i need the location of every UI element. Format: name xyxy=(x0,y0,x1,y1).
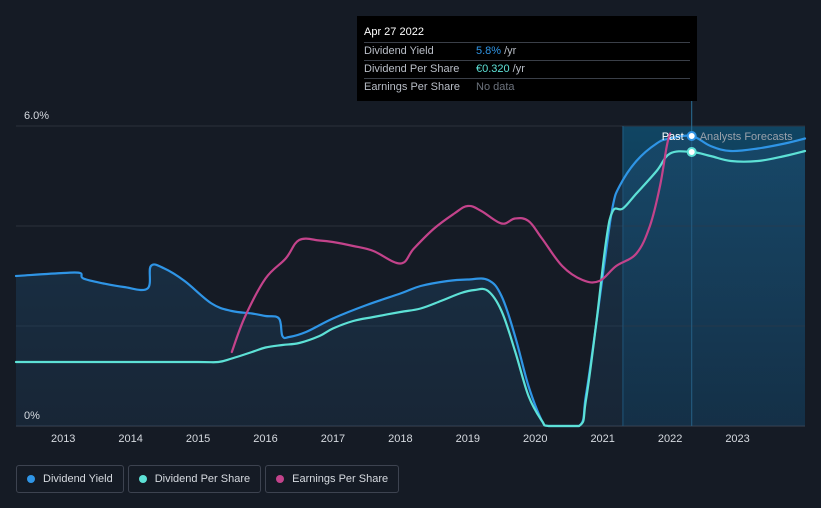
dividend-yield-marker xyxy=(686,131,697,141)
legend-dot-icon xyxy=(27,475,35,483)
tooltip-label: Dividend Per Share xyxy=(364,63,460,75)
x-tick-label: 2017 xyxy=(321,433,345,445)
legend-dot-icon xyxy=(138,475,147,483)
tooltip-unit: /yr xyxy=(504,45,517,57)
legend-label: Earnings Per Share xyxy=(292,473,389,485)
x-tick-label: 2021 xyxy=(590,433,614,445)
x-tick-label: 2018 xyxy=(388,433,412,445)
tooltip-label: Dividend Yield xyxy=(364,45,434,57)
series-line-earnings-per-share xyxy=(230,132,672,354)
tooltip-value: €0.320 xyxy=(476,63,510,75)
x-tick-label: 2022 xyxy=(658,433,682,445)
tooltip-date: Apr 27 2022 xyxy=(364,26,424,38)
x-tick-label: 2020 xyxy=(523,433,547,445)
tooltip-value: No data xyxy=(476,81,515,93)
legend-item-earnings-per-share[interactable]: Earnings Per Share xyxy=(265,465,400,493)
x-tick-label: 2019 xyxy=(456,433,480,445)
hover-tooltip: Apr 27 2022 Dividend Yield 5.8% /yr Divi… xyxy=(357,16,697,101)
tooltip-row-earnings-per-share: Earnings Per Share No data xyxy=(364,78,690,96)
chart-legend: Dividend Yield Dividend Per Share Earnin… xyxy=(16,465,400,493)
legend-dot-icon xyxy=(276,475,285,483)
series-area-dividend-yield xyxy=(16,135,805,426)
legend-label: Dividend Per Share xyxy=(154,473,251,485)
series-line-dividend-yield xyxy=(14,134,807,428)
y-tick-label: 6.0% xyxy=(24,110,49,122)
tooltip-row-dividend-yield: Dividend Yield 5.8% /yr xyxy=(364,42,690,60)
x-tick-label: 2015 xyxy=(186,433,210,445)
x-tick-label: 2014 xyxy=(118,433,142,445)
x-tick-label: 2023 xyxy=(725,433,749,445)
forecast-label: Analysts Forecasts xyxy=(700,131,793,143)
x-tick-label: 2016 xyxy=(253,433,277,445)
legend-label: Dividend Yield xyxy=(43,473,113,485)
tooltip-unit: /yr xyxy=(512,63,525,75)
x-tick-label: 2013 xyxy=(51,433,75,445)
legend-item-dividend-yield[interactable]: Dividend Yield xyxy=(16,465,124,493)
series-line-dividend-per-share xyxy=(14,149,807,428)
tooltip-row-dividend-per-share: Dividend Per Share €0.320 /yr xyxy=(364,60,690,78)
y-tick-label: 0% xyxy=(24,410,40,422)
legend-item-dividend-per-share[interactable]: Dividend Per Share xyxy=(127,465,262,493)
past-label: Past xyxy=(662,131,684,143)
tooltip-label: Earnings Per Share xyxy=(364,81,460,93)
dividend-per-share-marker xyxy=(686,147,697,157)
tooltip-value: 5.8% xyxy=(476,45,502,57)
